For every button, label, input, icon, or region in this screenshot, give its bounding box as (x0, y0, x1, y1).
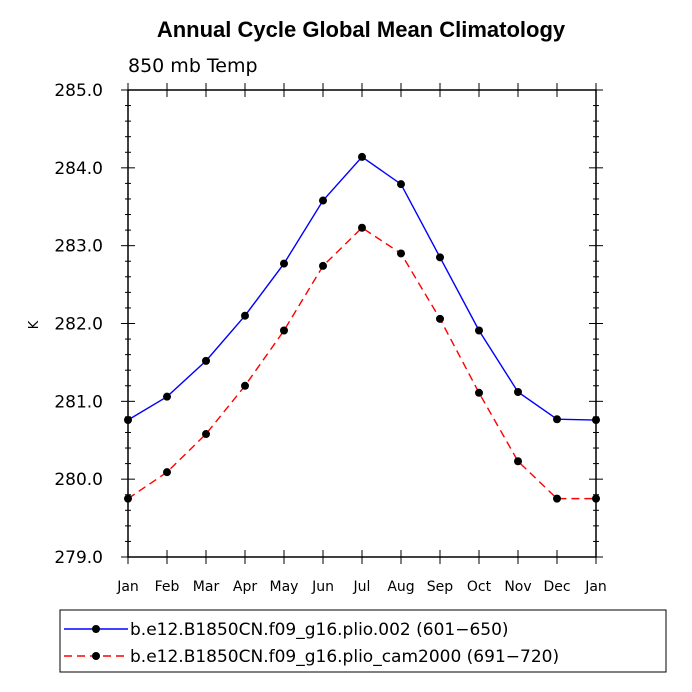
x-tick-label: Nov (504, 579, 531, 595)
series-1-point (358, 152, 366, 161)
legend-marker-2 (92, 652, 100, 660)
chart-title: Annual Cycle Global Mean Climatology (157, 17, 566, 42)
series-2-point (475, 388, 483, 397)
y-tick-label: 279.0 (54, 548, 103, 568)
series-2-point (358, 223, 366, 232)
x-tick-label: Dec (543, 579, 570, 595)
legend-marker-1 (92, 625, 100, 633)
y-tick-label: 280.0 (54, 470, 103, 490)
series-lines (124, 152, 600, 503)
plot-frame (127, 89, 597, 558)
x-tick-label: Apr (233, 579, 257, 595)
legend-label-2: b.e12.B1850CN.f09_g16.plio_cam2000 (691−… (130, 647, 559, 667)
series-1-point (475, 326, 483, 335)
series-1-point (163, 392, 171, 401)
y-tick-labels: 279.0 280.0 281.0 282.0 283.0 284.0 285.0 (54, 81, 103, 568)
x-tick-label: May (270, 579, 299, 595)
x-tick-label: Jun (311, 579, 334, 595)
x-tick-label: Feb (155, 579, 180, 595)
series-1-point (397, 180, 405, 189)
x-tick-label: Jan (116, 579, 139, 595)
series-1-point (514, 387, 522, 396)
series-line-1 (127, 156, 597, 421)
x-tick-labels: Jan Feb Mar Apr May Jun Jul Aug Sep Oct Nov Dec Jan (116, 579, 607, 595)
x-tick-label: Jul (353, 579, 371, 595)
series-2-point (319, 261, 327, 270)
series-1-point (553, 415, 561, 424)
y-tick-label: 285.0 (54, 81, 103, 101)
x-tick-label: Oct (467, 579, 492, 595)
series-2-point (553, 494, 561, 503)
series-2-point (163, 468, 171, 477)
series-2-point (241, 381, 249, 390)
series-1-point (319, 196, 327, 205)
x-tick-label: Aug (387, 579, 414, 595)
y-tick-label: 282.0 (54, 315, 103, 335)
series-2-point (514, 457, 522, 466)
y-tick-label: 284.0 (54, 159, 103, 179)
y-tick-label: 283.0 (54, 237, 103, 257)
x-tick-label: Sep (427, 579, 454, 595)
legend: b.e12.B1850CN.f09_g16.plio.002 (601−650)… (64, 620, 559, 667)
series-1-point (436, 253, 444, 262)
series-2-point (397, 249, 405, 258)
y-axis-label: K (27, 320, 42, 329)
series-line-2 (127, 226, 596, 500)
x-tick-label: Jan (584, 579, 607, 595)
series-2-point (280, 326, 288, 335)
series-1-point (202, 356, 210, 365)
legend-box (59, 609, 667, 673)
series-2-point (436, 314, 444, 323)
y-tick-label: 281.0 (54, 392, 103, 412)
series-1-point (280, 259, 288, 268)
x-tick-label: Mar (193, 579, 220, 595)
legend-label-1: b.e12.B1850CN.f09_g16.plio.002 (601−650) (130, 620, 509, 640)
chart-subtitle: 850 mb Temp (128, 55, 258, 77)
series-2-point (202, 430, 210, 439)
series-1-point (241, 311, 249, 320)
